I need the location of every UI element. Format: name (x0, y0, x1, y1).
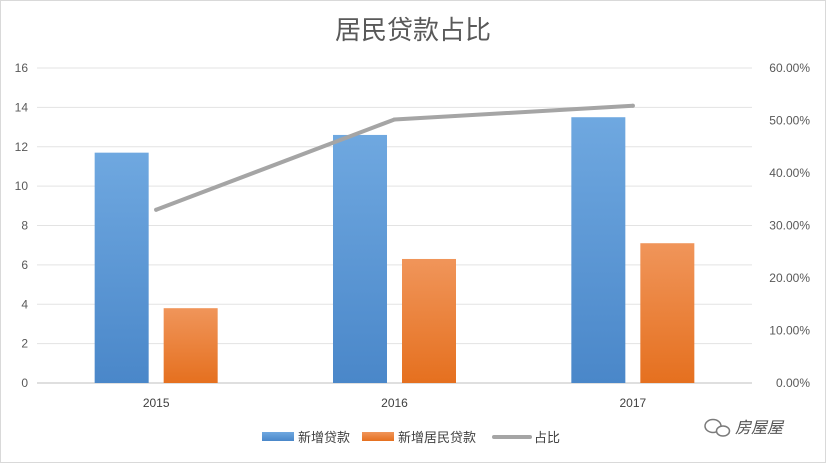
bar (333, 134, 387, 383)
watermark: 房屋屋 (704, 418, 785, 437)
left-tick-label: 16 (15, 61, 29, 75)
gridlines (37, 67, 752, 384)
category-label: 2016 (381, 396, 408, 410)
legend-label: 新增居民贷款 (398, 430, 476, 446)
legend-swatch (262, 432, 294, 441)
category-label: 2017 (619, 396, 646, 410)
right-tick-label: 60.00% (769, 61, 810, 75)
wechat-icon (704, 418, 731, 437)
right-tick-label: 20.00% (769, 271, 810, 285)
bar (402, 258, 456, 383)
bar-series (94, 117, 695, 383)
legend-label: 占比 (534, 431, 560, 446)
left-tick-label: 4 (21, 297, 28, 311)
chart-title: 居民贷款占比 (335, 16, 491, 46)
left-tick-label: 2 (21, 337, 28, 351)
right-tick-label: 50.00% (769, 114, 810, 128)
bar (94, 152, 149, 383)
line-point (154, 207, 159, 212)
line-point (392, 117, 397, 122)
left-tick-label: 6 (21, 258, 28, 272)
legend-label: 新增贷款 (298, 430, 350, 446)
left-tick-label: 14 (15, 100, 29, 114)
x-axis: 2015 2016 2017 (143, 396, 647, 410)
left-tick-label: 0 (21, 376, 28, 390)
left-tick-label: 12 (15, 140, 29, 154)
right-tick-label: 40.00% (769, 166, 810, 180)
right-tick-label: 10.00% (769, 324, 810, 338)
left-tick-label: 10 (15, 179, 29, 193)
watermark-text: 房屋屋 (735, 418, 785, 437)
left-y-axis: 0 2 4 6 8 10 12 14 16 (15, 61, 29, 390)
legend: 新增贷款 新增居民贷款 占比 (262, 430, 560, 446)
bar (571, 117, 626, 383)
line-series (154, 103, 635, 212)
left-tick-label: 8 (21, 219, 28, 233)
bar (163, 308, 218, 383)
right-tick-label: 30.00% (769, 219, 810, 233)
line-point (630, 103, 635, 108)
right-tick-label: 0.00% (776, 376, 810, 390)
right-y-axis: 0.00% 10.00% 20.00% 30.00% 40.00% 50.00% 60.00… (769, 61, 810, 390)
bar (640, 243, 695, 383)
category-label: 2015 (143, 396, 170, 410)
legend-swatch (362, 432, 394, 441)
